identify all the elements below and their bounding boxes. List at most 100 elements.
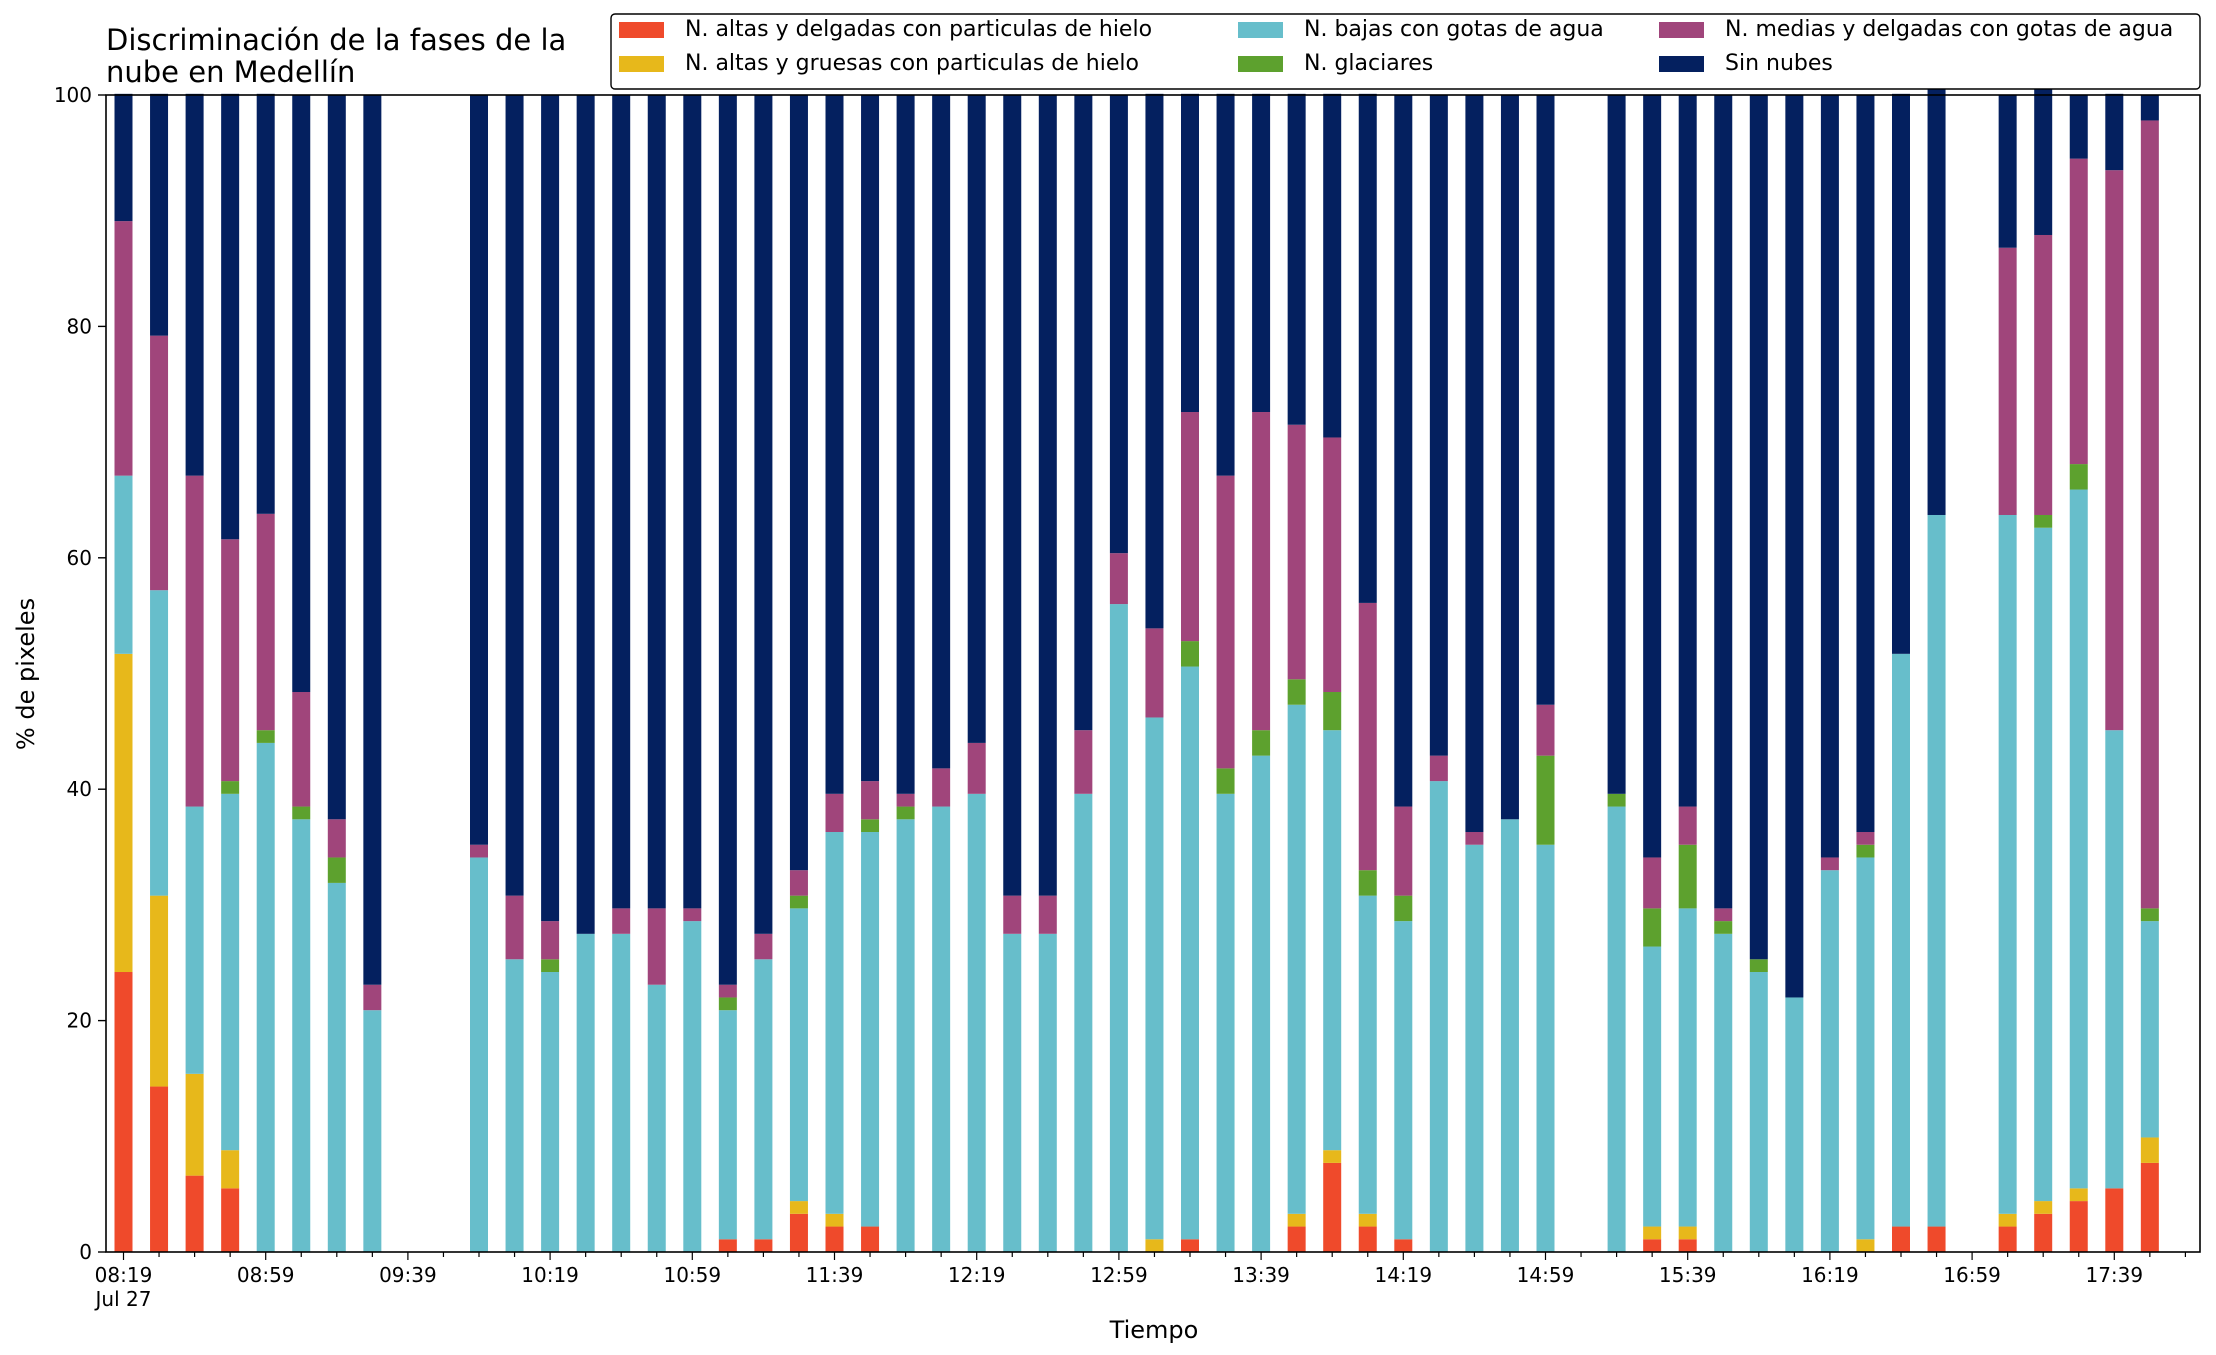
bar-segment bbox=[789, 908, 808, 1202]
bar-segment bbox=[1998, 514, 2017, 1214]
bar-segment bbox=[2140, 95, 2159, 121]
x-tick-label: 16:19 bbox=[1801, 1263, 1859, 1287]
y-tick-label: 60 bbox=[67, 546, 92, 570]
bar-segment bbox=[2105, 93, 2124, 171]
bar-segment bbox=[1287, 1226, 1306, 1252]
bar-segment bbox=[114, 221, 133, 476]
bar-segment bbox=[363, 1010, 382, 1252]
bar-segment bbox=[718, 984, 737, 998]
bar-segment bbox=[932, 806, 951, 1252]
bar-segment bbox=[2034, 82, 2053, 235]
bar-segment bbox=[1287, 1213, 1306, 1227]
bar-segment bbox=[256, 513, 275, 731]
y-axis: 0 20 40 60 80 100 bbox=[54, 83, 106, 1264]
bar-segment bbox=[150, 590, 169, 896]
bar-segment bbox=[1536, 755, 1555, 845]
bar-segment bbox=[2105, 1188, 2124, 1252]
bar-segment bbox=[1394, 1239, 1413, 1252]
bar-segment bbox=[185, 475, 204, 807]
bar-segment bbox=[896, 95, 915, 794]
bar-segment bbox=[1927, 1226, 1946, 1252]
x-tick-label: 15:39 bbox=[1659, 1263, 1717, 1287]
bar-segment bbox=[1998, 247, 2017, 515]
bar-segment bbox=[541, 921, 560, 960]
bar-segment bbox=[1607, 793, 1626, 807]
bar-segment bbox=[114, 475, 133, 654]
bar-segment bbox=[1074, 730, 1093, 794]
legend-swatch bbox=[1659, 56, 1704, 72]
bar-segment bbox=[1643, 857, 1662, 909]
bar-segment bbox=[2034, 1213, 2053, 1252]
bar-segment bbox=[612, 933, 631, 1252]
bar-segment bbox=[967, 793, 986, 1252]
bar-segment bbox=[861, 781, 880, 820]
bar-segment bbox=[1536, 844, 1555, 1252]
bar-segment bbox=[825, 95, 844, 794]
bar-segment bbox=[185, 1175, 204, 1252]
x-tick-sublabel: Jul 27 bbox=[94, 1287, 152, 1311]
bar-segment bbox=[1678, 908, 1697, 1227]
bar-segment bbox=[1358, 93, 1377, 603]
legend-swatch bbox=[1238, 22, 1283, 38]
bar-segment bbox=[221, 93, 240, 540]
bar-segment bbox=[363, 984, 382, 1011]
legend-swatch bbox=[1238, 56, 1283, 72]
bar-segment bbox=[1643, 908, 1662, 947]
bar-segment bbox=[541, 95, 560, 922]
bar-segment bbox=[1109, 95, 1128, 554]
bar-segment bbox=[2034, 527, 2053, 1202]
x-tick-label: 08:19 bbox=[95, 1263, 153, 1287]
bar-segment bbox=[683, 95, 702, 909]
bar-segment bbox=[505, 959, 524, 1252]
bar-segment bbox=[1216, 793, 1235, 1252]
bar-segment bbox=[327, 819, 346, 858]
x-tick-label: 10:59 bbox=[663, 1263, 721, 1287]
bar-segment bbox=[647, 908, 666, 985]
bar-segment bbox=[576, 933, 595, 1252]
bar-segment bbox=[1607, 806, 1626, 1252]
bar-segment bbox=[1323, 730, 1342, 1151]
bar-segment bbox=[1678, 844, 1697, 909]
x-tick-label: 12:59 bbox=[1090, 1263, 1148, 1287]
bar-segment bbox=[114, 93, 133, 222]
plot-frame bbox=[105, 94, 2201, 1253]
bar-segment bbox=[1785, 95, 1804, 998]
x-tick-label: 13:39 bbox=[1232, 1263, 1290, 1287]
legend-label: N. altas y delgadas con particulas de hi… bbox=[685, 17, 1152, 42]
bar-segment bbox=[1323, 1150, 1342, 1163]
y-tick-label: 20 bbox=[67, 1009, 92, 1033]
bar-segment bbox=[363, 95, 382, 985]
bar-segment bbox=[1429, 95, 1448, 756]
bar-segment bbox=[1856, 844, 1875, 858]
bar-segment bbox=[1892, 93, 1910, 654]
bar-segment bbox=[2140, 1162, 2159, 1252]
bar-segment bbox=[470, 857, 488, 1252]
bar-segment bbox=[221, 793, 240, 1151]
bar-segment bbox=[1358, 1226, 1377, 1252]
x-tick-label: 12:19 bbox=[948, 1263, 1006, 1287]
bar-segment bbox=[1181, 93, 1199, 413]
bar-segment bbox=[789, 1213, 808, 1252]
bar-segment bbox=[1216, 475, 1235, 769]
y-tick-label: 80 bbox=[67, 314, 92, 338]
bar-segment bbox=[114, 972, 133, 1252]
bar-segment bbox=[1678, 1239, 1697, 1252]
bar-segment bbox=[1287, 93, 1306, 425]
bar-segment bbox=[185, 93, 204, 476]
bar-segment bbox=[2069, 95, 2088, 159]
bar-segment bbox=[896, 819, 915, 1252]
bar-segment bbox=[1785, 997, 1804, 1252]
bar-segment bbox=[861, 832, 880, 1227]
chart-title-line-1: Discriminación de la fases de la bbox=[106, 23, 566, 57]
bar-segment bbox=[1038, 933, 1057, 1252]
bar-segment bbox=[256, 742, 275, 1252]
bar-segment bbox=[1145, 1239, 1164, 1252]
bar-segment bbox=[1287, 679, 1306, 705]
bar-segment bbox=[1038, 95, 1057, 896]
bar-segment bbox=[1252, 412, 1271, 731]
bar-segment bbox=[221, 1150, 240, 1189]
bar-segment bbox=[1145, 717, 1164, 1240]
bar-segment bbox=[825, 1213, 844, 1227]
